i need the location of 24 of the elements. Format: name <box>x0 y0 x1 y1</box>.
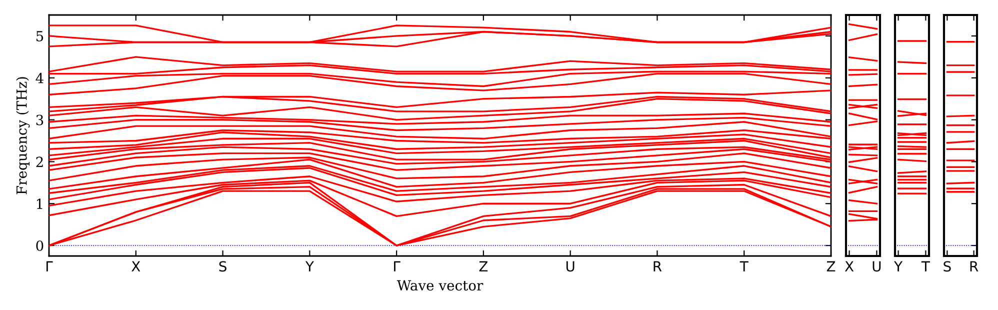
x-tick-label: S <box>219 261 226 272</box>
y-tick-label: 3 <box>36 114 44 126</box>
x-tick-label: Γ <box>394 261 400 272</box>
y-axis-title: Frequency (THz) <box>16 77 30 194</box>
x-tick-label: T <box>740 261 748 272</box>
x-tick-label: S <box>944 261 951 272</box>
x-tick-label: Y <box>305 261 314 272</box>
x-tick-label: Z <box>826 261 836 272</box>
y-tick-label: 0 <box>36 240 44 251</box>
x-tick-label: Γ <box>46 261 53 272</box>
y-tick-label: 1 <box>36 198 42 209</box>
x-tick-label: Y <box>894 261 903 272</box>
x-tick-label: U <box>872 261 881 272</box>
x-tick-label: R <box>970 261 978 272</box>
y-tick-label: 4 <box>36 72 44 84</box>
x-tick-label: Z <box>479 261 488 272</box>
x-tick-label: X <box>132 261 140 272</box>
y-tick-label: 5 <box>36 31 44 42</box>
x-tick-label: U <box>566 261 574 272</box>
x-axis-title: Wave vector <box>396 280 484 291</box>
y-tick-label: 2 <box>36 156 43 167</box>
x-tick-label: R <box>654 261 662 272</box>
x-tick-label: T <box>921 261 930 272</box>
x-tick-label: X <box>844 261 854 272</box>
